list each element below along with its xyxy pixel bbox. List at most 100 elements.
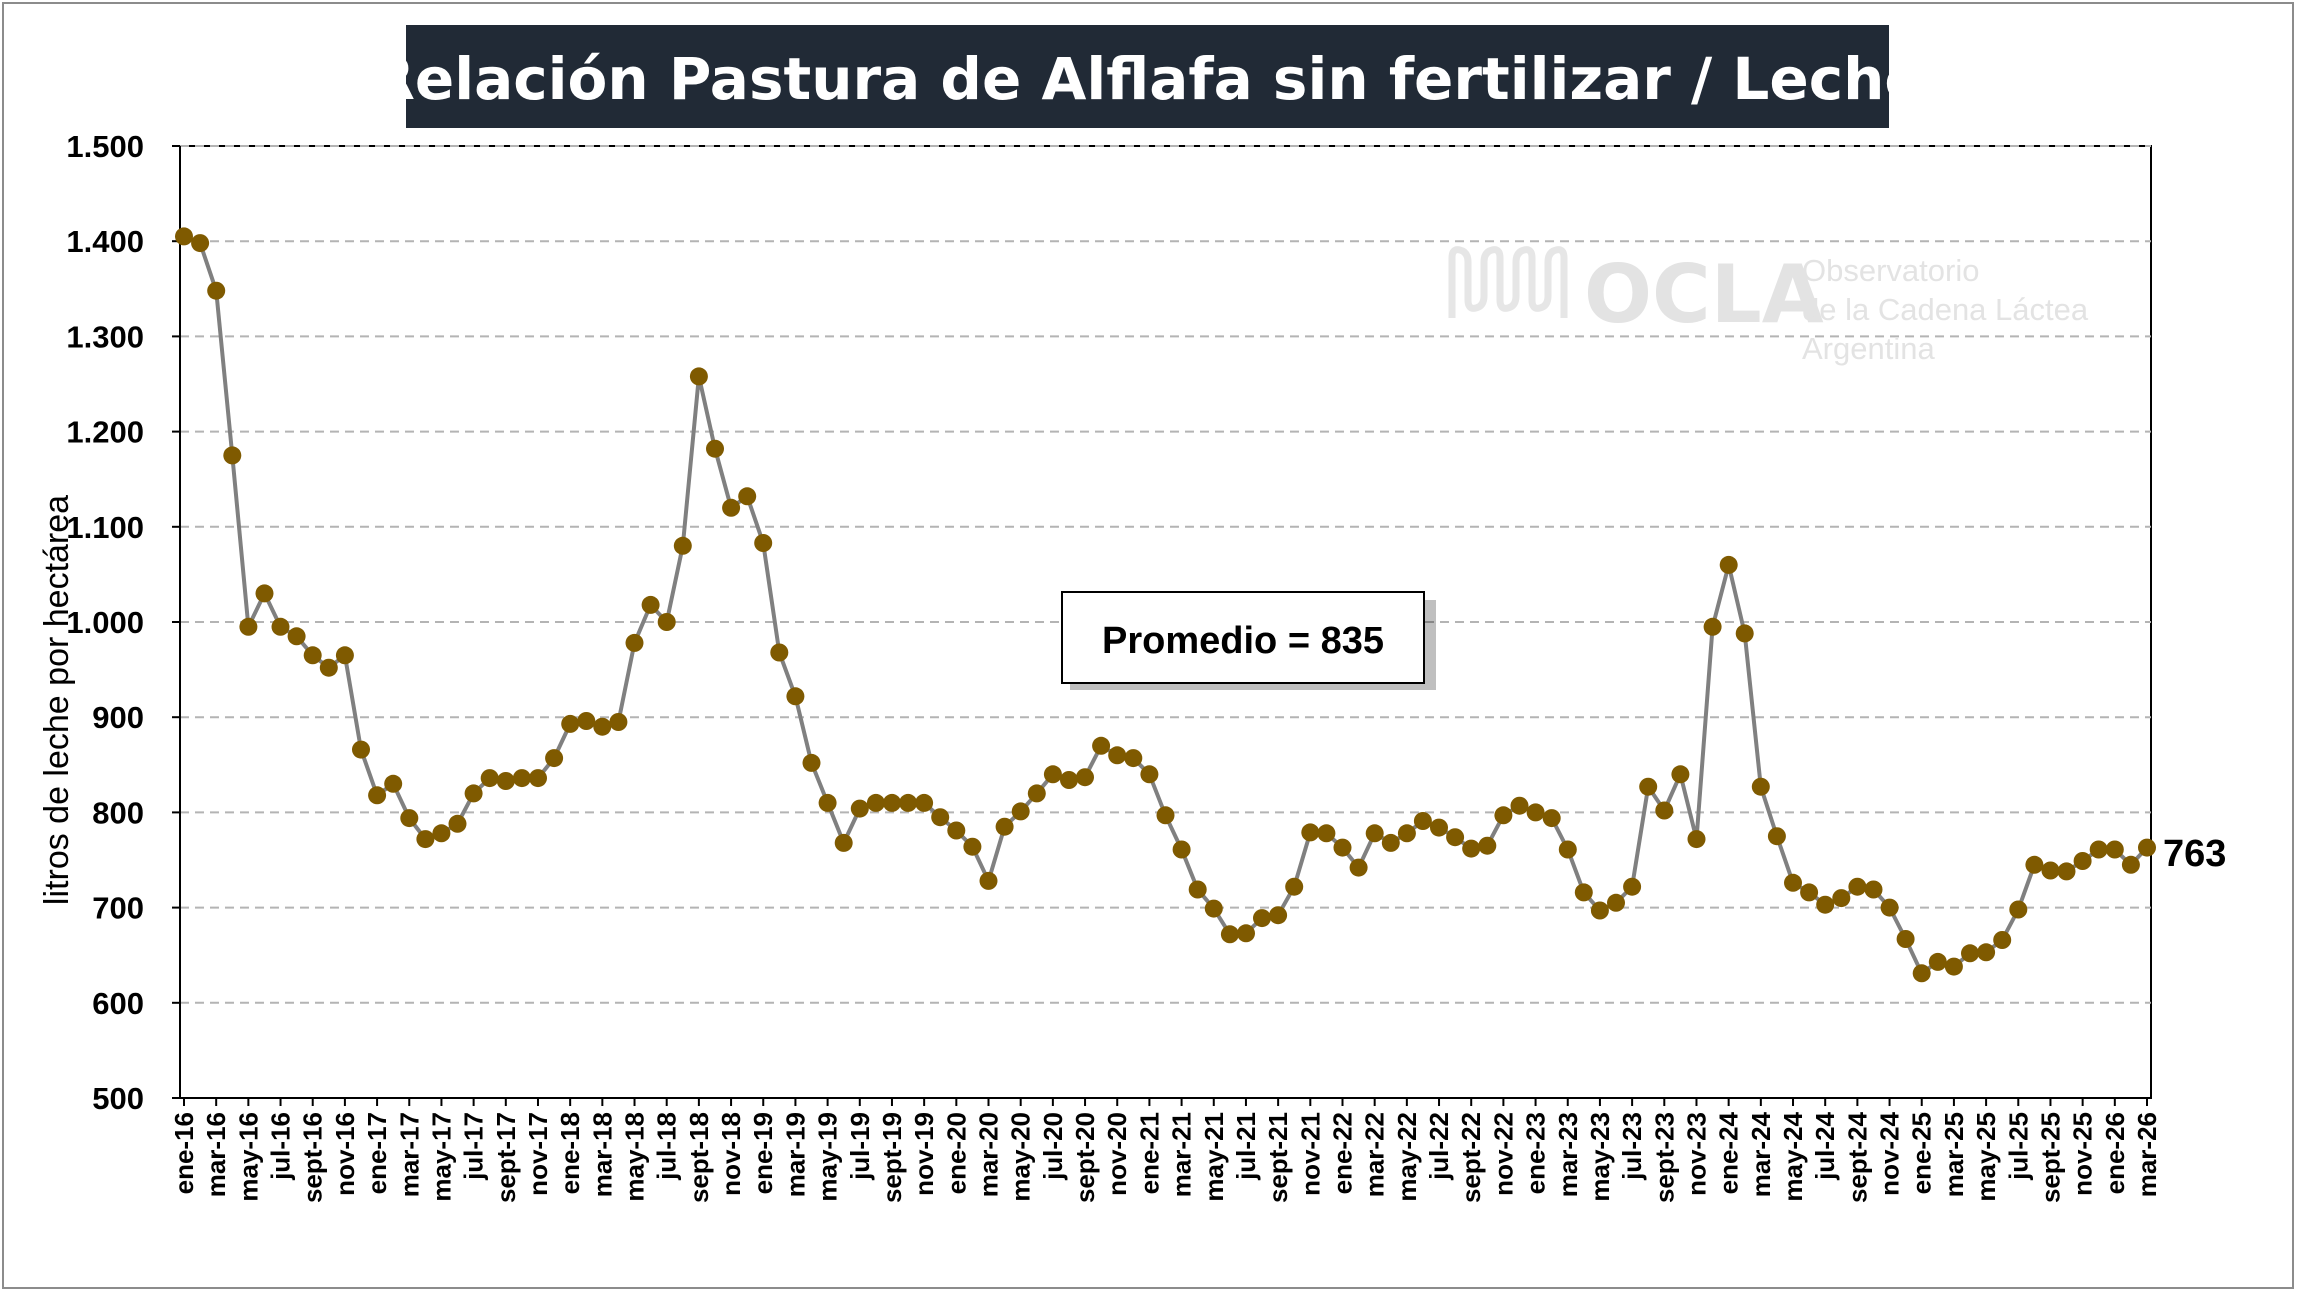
data-point — [496, 772, 515, 790]
data-point — [1397, 824, 1416, 843]
data-point — [2009, 900, 2028, 919]
x-tick-label: jul-17 — [459, 1112, 489, 1181]
x-tick-label: ene-20 — [941, 1112, 971, 1194]
x-tick-label: may-20 — [1006, 1112, 1036, 1202]
data-point — [1639, 777, 1658, 796]
data-point — [1607, 893, 1625, 912]
data-point — [545, 749, 564, 768]
data-point — [432, 824, 451, 843]
data-point — [1751, 777, 1770, 796]
data-point — [303, 646, 322, 665]
x-tick-label: jul-23 — [1617, 1112, 1647, 1181]
data-point — [883, 793, 901, 812]
data-point — [271, 617, 290, 636]
axes — [172, 145, 2151, 1106]
data-point — [738, 487, 757, 506]
data-point — [1188, 880, 1207, 899]
data-point — [1574, 883, 1593, 902]
data-point — [512, 769, 531, 788]
data-point — [175, 227, 193, 246]
data-point — [1478, 836, 1497, 855]
data-point — [1349, 858, 1368, 877]
data-point — [2138, 838, 2156, 857]
data-point — [1832, 889, 1851, 908]
x-tick-label: nov-20 — [1102, 1112, 1132, 1196]
x-tick-label: may-17 — [426, 1112, 456, 1202]
x-tick-label: ene-25 — [1907, 1112, 1937, 1194]
data-point — [1317, 824, 1336, 843]
data-point — [1172, 840, 1191, 859]
y-tick-label: 600 — [92, 986, 144, 1021]
data-point — [1462, 839, 1481, 858]
data-point — [689, 367, 708, 386]
data-point — [207, 281, 226, 300]
data-point — [1156, 806, 1175, 825]
series-milk-liters — [175, 227, 2156, 983]
x-tick-label: ene-22 — [1327, 1112, 1357, 1194]
data-point — [1590, 901, 1609, 920]
data-point — [609, 713, 628, 731]
data-point — [2089, 840, 2108, 859]
data-point — [2041, 861, 2060, 880]
data-point — [802, 753, 821, 772]
x-tick-label: nov-17 — [523, 1112, 553, 1196]
data-point — [1011, 802, 1030, 821]
data-point — [223, 446, 242, 465]
data-point — [722, 498, 741, 517]
x-tick-label: may-23 — [1585, 1112, 1615, 1202]
data-point — [657, 613, 676, 631]
data-point — [1526, 803, 1545, 822]
data-point — [1558, 840, 1577, 859]
data-point — [1655, 801, 1674, 820]
data-point — [1800, 883, 1819, 902]
data-point — [2057, 862, 2076, 881]
data-point — [899, 793, 918, 812]
data-point — [673, 536, 692, 555]
data-point — [1333, 838, 1352, 857]
y-tick-label: 1.100 — [66, 510, 144, 545]
x-tick-label: ene-26 — [2100, 1112, 2130, 1194]
ocla-waves-icon — [1448, 246, 1568, 318]
x-tick-label: mar-16 — [201, 1112, 231, 1197]
watermark-line3: Argentina — [1802, 331, 1935, 366]
data-point — [1671, 765, 1690, 784]
chart-title: Relación Pastura de Alflafa sin fertiliz… — [370, 45, 1923, 113]
data-point — [480, 769, 499, 788]
x-tick-label: ene-17 — [362, 1112, 392, 1194]
data-point — [625, 633, 644, 652]
x-tick-label: sept-19 — [877, 1112, 907, 1203]
x-tick-label: may-16 — [233, 1112, 263, 1202]
x-tick-label: may-18 — [620, 1112, 650, 1202]
data-point — [866, 793, 885, 812]
data-point — [850, 799, 869, 818]
x-tick-label: mar-24 — [1746, 1111, 1776, 1197]
x-tick-label: ene-18 — [555, 1112, 585, 1194]
data-point — [1076, 768, 1094, 787]
x-tick-label: ene-21 — [1134, 1112, 1164, 1194]
data-point — [1381, 833, 1400, 852]
x-tick-label: mar-21 — [1167, 1112, 1197, 1197]
data-point — [1703, 617, 1722, 636]
x-tick-label: sept-17 — [491, 1112, 521, 1203]
x-tick-label: sept-21 — [1263, 1112, 1293, 1203]
data-point — [1864, 880, 1883, 899]
data-point — [1542, 809, 1561, 828]
data-point — [1784, 873, 1802, 892]
data-point — [2105, 840, 2124, 859]
x-tick-label: mar-17 — [394, 1112, 424, 1197]
x-tick-label: nov-16 — [330, 1112, 360, 1196]
data-point — [834, 833, 853, 852]
y-tick-label: 1.000 — [66, 605, 144, 640]
x-tick-label: mar-18 — [587, 1112, 617, 1197]
data-point — [1735, 624, 1754, 643]
data-point — [1301, 823, 1320, 842]
x-tick-label: nov-24 — [1875, 1111, 1905, 1195]
data-point — [1253, 909, 1271, 928]
x-tick-label: mar-20 — [974, 1112, 1004, 1197]
data-point — [1928, 952, 1947, 971]
data-point — [1204, 899, 1223, 918]
y-tick-label: 1.400 — [66, 224, 144, 259]
data-point — [818, 793, 837, 812]
data-point — [1719, 555, 1738, 574]
y-tick-labels: 500 600 700 800 900 1.000 1.100 1.200 1.300 1.400… — [66, 129, 144, 1116]
